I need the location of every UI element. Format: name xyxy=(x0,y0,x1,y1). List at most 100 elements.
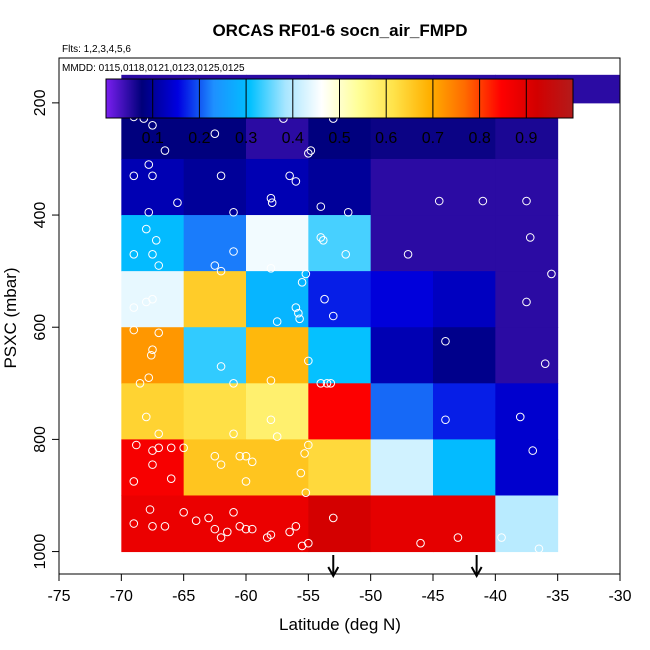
data-point xyxy=(291,177,301,186)
data-point xyxy=(540,359,550,368)
heatmap-cell xyxy=(121,158,185,216)
colorbar-tick-label: 0.4 xyxy=(282,130,304,147)
y-tick-label: 800 xyxy=(32,426,49,453)
down-arrow xyxy=(327,555,340,579)
y-tick-label: 400 xyxy=(32,202,49,229)
heatmap-cell xyxy=(495,327,559,384)
data-point xyxy=(294,308,303,318)
data-point xyxy=(129,303,139,312)
data-point xyxy=(266,193,276,203)
data-point xyxy=(210,261,220,270)
colorbar-ticks: 0.1 0.2 0.3 0.4 0.5 0.6 0.7 0.8 0.9 xyxy=(142,79,538,147)
data-point xyxy=(141,224,151,234)
data-point xyxy=(285,171,294,181)
data-point xyxy=(497,533,506,542)
data-point xyxy=(301,488,311,497)
heatmap-cell xyxy=(246,327,309,384)
data-point xyxy=(320,294,329,304)
data-point xyxy=(341,250,351,259)
heatmap-cell xyxy=(433,439,496,496)
heatmap-cell xyxy=(308,439,372,496)
data-point xyxy=(229,429,238,439)
heatmap-cell xyxy=(495,495,559,553)
data-point xyxy=(295,314,304,324)
data-point xyxy=(525,233,535,242)
data-point xyxy=(328,513,338,523)
data-point xyxy=(146,350,156,360)
data-point xyxy=(216,171,226,181)
data-point xyxy=(229,379,238,388)
heatmap-cell xyxy=(308,495,372,553)
x-tick-label: -60 xyxy=(234,588,257,605)
data-point xyxy=(144,160,154,169)
data-point xyxy=(316,379,326,388)
data-point xyxy=(229,508,238,517)
data-point xyxy=(291,522,301,531)
data-point xyxy=(304,538,313,548)
data-point xyxy=(306,146,316,155)
data-point xyxy=(266,264,276,273)
data-point xyxy=(272,432,282,441)
data-point xyxy=(547,269,556,279)
data-point xyxy=(304,149,313,158)
data-point xyxy=(148,294,157,304)
data-point xyxy=(522,196,531,206)
x-tick-label: -40 xyxy=(484,588,507,605)
heatmap-cell xyxy=(183,271,247,328)
heatmap-cell xyxy=(370,327,434,384)
flight-arrows xyxy=(327,555,483,579)
data-point xyxy=(223,527,232,537)
data-point xyxy=(266,530,276,540)
data-point xyxy=(285,527,294,537)
data-point xyxy=(151,235,161,245)
data-point xyxy=(229,247,238,256)
heatmap-cell xyxy=(370,439,434,496)
heatmap-cell xyxy=(121,327,185,384)
data-point xyxy=(272,317,282,326)
data-point xyxy=(441,336,450,346)
data-point xyxy=(129,325,139,335)
data-point xyxy=(297,278,307,287)
data-point xyxy=(210,451,220,461)
chart-title: ORCAS RF01-6 socn_air_FMPD xyxy=(212,21,467,40)
heatmap-cell xyxy=(308,215,372,272)
data-point xyxy=(434,196,444,206)
data-point xyxy=(179,443,188,453)
data-point xyxy=(129,519,139,528)
heatmap-cell xyxy=(121,215,185,272)
data-point xyxy=(241,477,251,486)
heatmap-cell xyxy=(433,158,496,216)
data-point xyxy=(166,474,176,483)
data-point xyxy=(160,522,170,531)
data-point xyxy=(328,311,338,321)
data-point xyxy=(534,544,544,554)
data-point xyxy=(528,446,538,455)
heatmap-cell xyxy=(308,158,372,216)
heatmap-cell xyxy=(308,383,372,440)
x-tick-label: -55 xyxy=(297,588,320,605)
heatmap-cell xyxy=(495,383,559,440)
data-point xyxy=(166,443,176,453)
data-point xyxy=(210,129,220,139)
data-point xyxy=(179,508,188,517)
y-tick-label: 1000 xyxy=(32,534,49,570)
x-tick-label: -70 xyxy=(110,588,133,605)
colorbar-tick-label: 0.8 xyxy=(468,130,490,147)
x-axis-label: Latitude (deg N) xyxy=(279,615,401,634)
heatmap-cell xyxy=(183,158,247,216)
data-point xyxy=(148,460,157,469)
heatmap-cell xyxy=(495,271,559,328)
heatmap-cell xyxy=(121,495,185,553)
heatmap-cell xyxy=(121,439,185,496)
data-point xyxy=(247,457,257,467)
colorbar-tick-label: 0.7 xyxy=(422,130,444,147)
plot-frame xyxy=(58,57,621,575)
data-point xyxy=(266,376,276,385)
data-point xyxy=(441,415,450,425)
data-point xyxy=(515,412,525,422)
data-point xyxy=(266,415,276,425)
data-point xyxy=(478,196,488,206)
data-point xyxy=(144,373,154,382)
x-tick-label: -45 xyxy=(421,588,444,605)
heatmap-cell xyxy=(370,495,434,553)
